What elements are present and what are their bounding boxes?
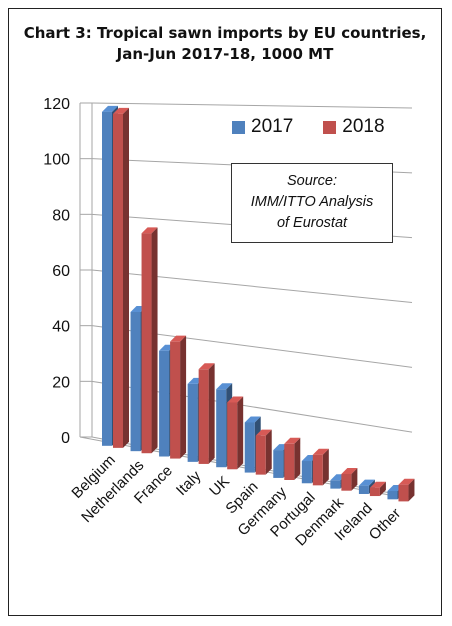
bar-germany-2018-side <box>294 437 301 480</box>
gridline-120 <box>91 102 413 109</box>
source-line-3: of Eurostat <box>276 215 348 231</box>
source-line-1: Source: <box>287 173 337 189</box>
bar-germany-2017 <box>273 450 284 478</box>
bar-uk-2018-top <box>227 396 244 403</box>
gridline-60 <box>91 269 413 303</box>
bar-spain-2018-side <box>265 429 272 475</box>
bar-portugal-2017 <box>301 461 312 484</box>
legend-label-2017: 2017 <box>251 116 294 137</box>
bar-belgium-2018-side <box>123 107 129 448</box>
bar-spain-2017 <box>244 422 255 473</box>
y-tick-label: 0 <box>61 430 70 447</box>
bar-belgium-2017-top <box>102 105 118 112</box>
bar-italy-2017 <box>187 383 198 462</box>
source-annotation: Source: IMM/ITTO Analysis of Eurostat <box>231 163 393 243</box>
chart-title-text: Chart 3: Tropical sawn imports by EU cou… <box>23 24 427 63</box>
bar-uk-2018-side <box>237 396 244 470</box>
source-line-2: IMM/ITTO Analysis <box>250 194 374 210</box>
x-tick-label-italy: Italy <box>173 467 205 499</box>
bar-ireland-2017 <box>358 485 369 494</box>
legend-label-2018: 2018 <box>342 116 385 137</box>
bar-ireland-2018-top <box>369 481 386 488</box>
bar-italy-2018 <box>198 369 209 464</box>
bar-france-2018-side <box>180 335 187 459</box>
bar-italy-2018-top <box>198 363 215 370</box>
y-tick-label: 60 <box>52 263 70 280</box>
bar-netherlands-2018 <box>141 233 152 454</box>
bar-spain-2018-top <box>255 429 272 436</box>
bar-france-2018 <box>170 341 181 459</box>
y-tick-label: 20 <box>52 374 70 391</box>
legend-swatch-2018 <box>323 120 337 134</box>
bar-germany-2018-top <box>284 437 301 444</box>
bar-spain-2018 <box>255 435 266 475</box>
y-tick-label: 40 <box>52 319 70 336</box>
bar-germany-2018 <box>284 443 295 480</box>
bar-uk-2017-top <box>216 383 233 390</box>
bar-belgium-2018-top <box>113 107 129 114</box>
legend: 2017 2018 <box>232 116 385 138</box>
y-tick-label: 120 <box>43 96 70 113</box>
y-tick-label: 100 <box>43 152 70 169</box>
bar-netherlands-2018-top <box>141 227 158 234</box>
bar-portugal-2018-side <box>322 448 329 486</box>
bar-uk-2017 <box>216 389 227 468</box>
bar-netherlands-2018-side <box>151 227 158 454</box>
bar-denmark-2018-side <box>351 467 358 491</box>
bar-belgium-2017 <box>102 111 112 446</box>
bar-other-2017 <box>387 490 398 500</box>
bar-denmark-2018-top <box>341 467 358 474</box>
bar-belgium-2018 <box>113 113 123 448</box>
bar-portugal-2018-top <box>312 448 329 455</box>
x-tick-label-uk: UK <box>206 473 233 500</box>
bar-denmark-2017 <box>330 480 341 489</box>
bar-ireland-2018-side <box>379 481 386 497</box>
chart-title: Chart 3: Tropical sawn imports by EU cou… <box>9 23 441 65</box>
bar-italy-2018-side <box>208 363 215 464</box>
bar-uk-2018 <box>227 402 238 470</box>
bar-ireland-2017-top <box>358 479 375 486</box>
bar-other-2018 <box>398 484 409 502</box>
bar-netherlands-2017 <box>130 311 141 452</box>
bar-portugal-2018 <box>312 454 323 486</box>
bar-ireland-2018 <box>369 487 380 497</box>
bar-france-2018-top <box>170 335 187 342</box>
bar-france-2017 <box>159 350 170 457</box>
bar-denmark-2018 <box>341 473 352 491</box>
bar-spain-2017-top <box>244 416 261 423</box>
bar-other-2018-top <box>398 478 415 485</box>
legend-swatch-2017 <box>232 120 245 134</box>
bar-other-2018-side <box>408 478 415 502</box>
y-tick-label: 80 <box>52 207 70 224</box>
